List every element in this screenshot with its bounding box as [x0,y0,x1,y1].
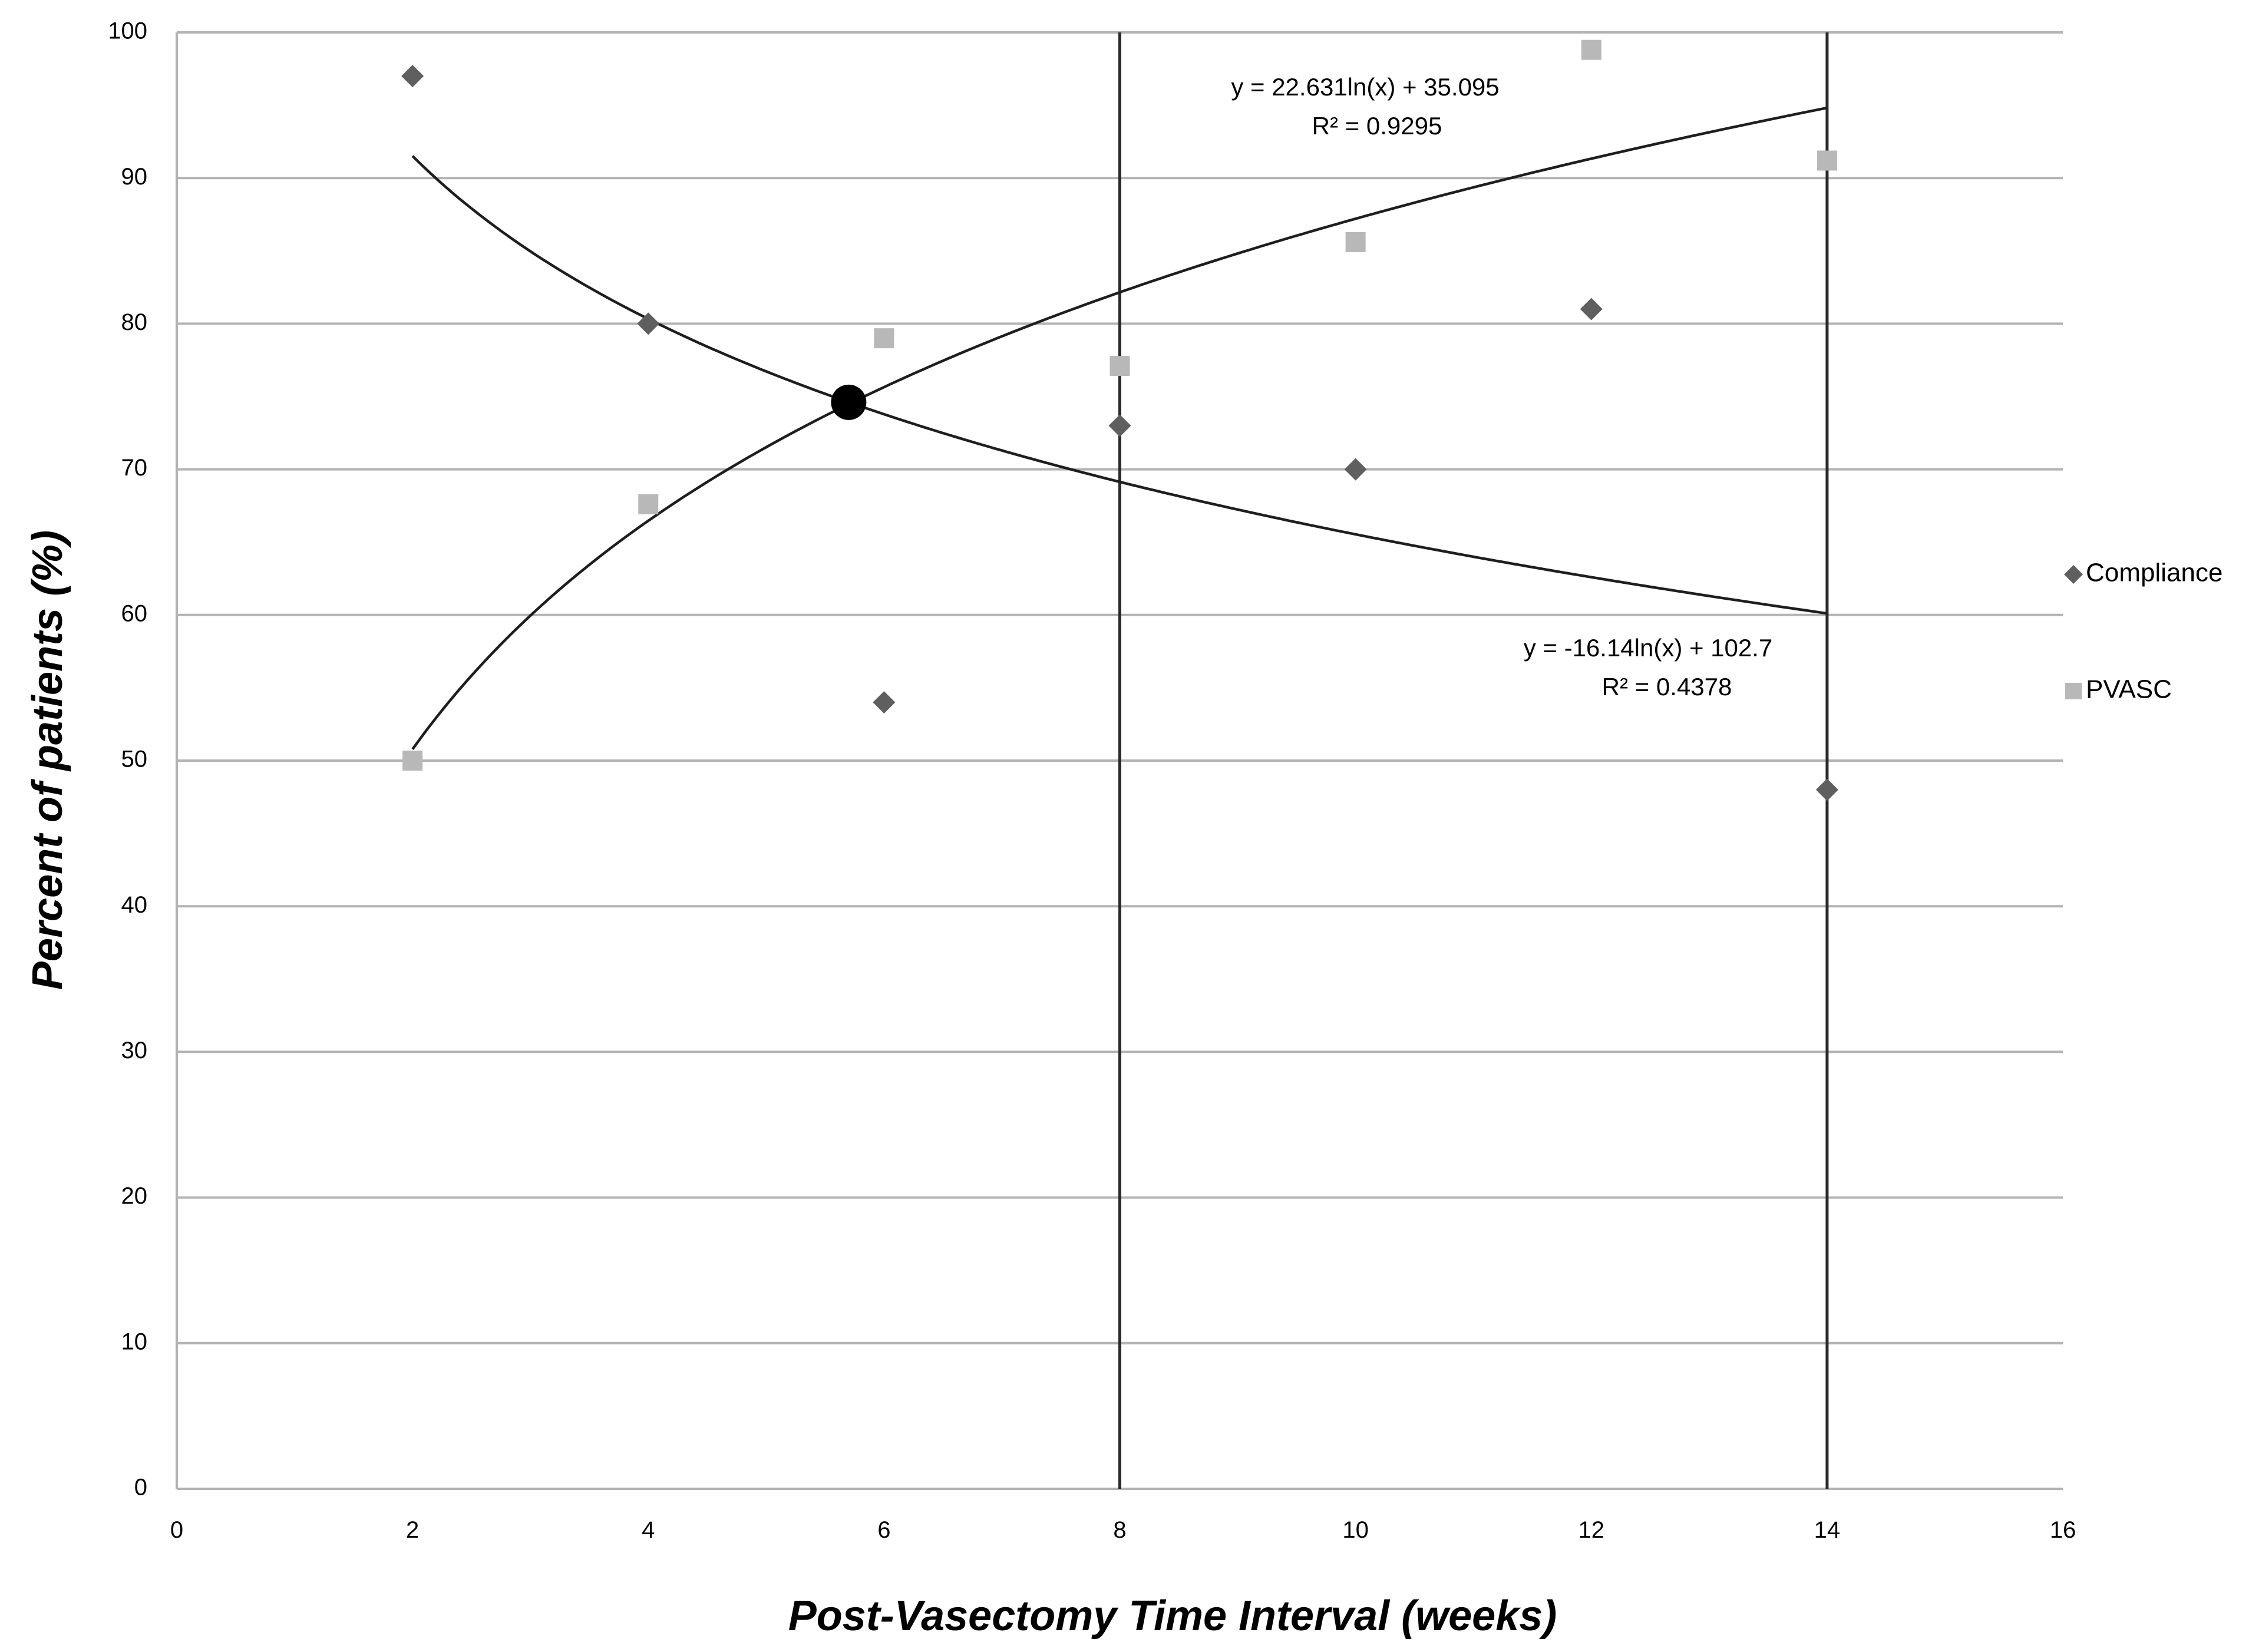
y-tick-label: 30 [121,1038,148,1063]
trendline-equation: y = 22.631ln(x) + 35.095 [1231,73,1499,101]
legend: Compliance PVASC [2064,559,2223,704]
x-axis-title: Post-Vasectomy Time Interval (weeks) [788,1592,1557,1640]
compliance-point [1815,778,1838,801]
vertical-reference-lines [1118,32,1829,1489]
y-axis-title: Percent of patients (%) [24,530,71,990]
x-tick-label: 16 [2050,1517,2076,1543]
trendline-pvasc [411,106,1828,751]
y-tick-label: 90 [121,164,148,190]
x-tick-label: 12 [1579,1517,1605,1543]
y-tick-label: 100 [108,18,147,44]
data-points [401,39,1838,801]
compliance-point [401,65,424,88]
compliance-point [1108,414,1131,437]
trendline-equation: y = -16.14ln(x) + 102.7 [1524,634,1773,662]
pvasc-point [1110,356,1130,376]
x-tick-labels: 0 2 4 6 8 10 12 14 16 [170,1517,2076,1543]
y-tick-label: 10 [121,1329,148,1354]
x-tick-label: 0 [170,1517,183,1543]
y-tick-label: 80 [121,309,148,335]
compliance-point [637,312,660,335]
legend-marker-compliance [2064,565,2083,584]
x-tick-label: 6 [877,1517,890,1543]
pvasc-point [1817,150,1837,171]
legend-label-pvasc: PVASC [2086,675,2172,704]
y-tick-label: 70 [121,455,148,481]
pvasc-point [402,751,423,771]
pvasc-point [638,494,659,514]
y-tick-label: 50 [121,746,148,772]
x-tick-label: 10 [1342,1517,1369,1543]
y-tick-label: 60 [121,600,148,626]
intersection-marker [831,384,867,420]
legend-label-compliance: Compliance [2086,559,2223,587]
x-tick-label: 14 [1814,1517,1841,1543]
compliance-point [1580,298,1603,321]
x-tick-label: 4 [642,1517,655,1543]
compliance-point [1344,458,1367,481]
legend-marker-pvasc [2065,683,2082,699]
y-tick-label: 0 [134,1475,147,1501]
pvasc-point [874,328,894,349]
y-tick-label: 20 [121,1183,148,1209]
y-tick-label: 40 [121,892,148,918]
trendline-equations: y = -16.14ln(x) + 102.7 R² = 0.4378 y = 22… [1231,73,1772,701]
trendline-r-squared: R² = 0.4378 [1602,673,1732,701]
pvasc-point [1345,232,1366,252]
x-tick-label: 2 [406,1517,419,1543]
compliance-point [873,691,896,714]
x-tick-label: 8 [1113,1517,1126,1543]
trendline-r-squared: R² = 0.9295 [1312,112,1442,140]
y-tick-labels: 0 10 20 30 40 50 60 70 80 90 100 [108,18,147,1501]
pvasc-point [1581,39,1602,60]
